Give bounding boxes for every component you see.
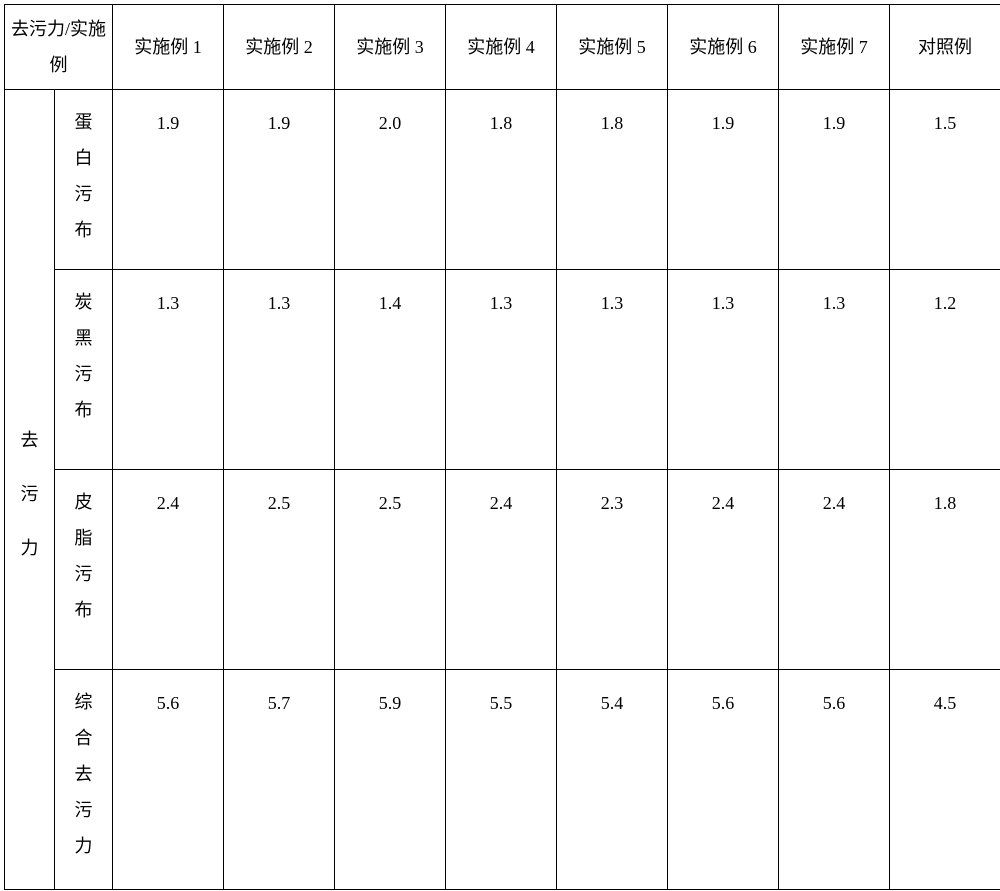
col-header: 实施例 1: [113, 5, 224, 90]
cell-value: 1.9: [823, 113, 846, 133]
table-cell: 1.9: [113, 90, 224, 270]
cell-value: 5.9: [379, 693, 402, 713]
cell-value: 1.9: [157, 113, 180, 133]
cell-value: 2.5: [268, 493, 291, 513]
cell-value: 1.9: [712, 113, 735, 133]
col-header-label: 实施例 1: [134, 37, 202, 57]
table-cell: 2.4: [779, 470, 890, 670]
col-header-label: 对照例: [918, 37, 972, 57]
table-cell: 2.4: [113, 470, 224, 670]
table-cell: 5.6: [668, 670, 779, 890]
cell-value: 2.4: [157, 493, 180, 513]
row-sub-label: 综合去污力: [75, 692, 93, 856]
cell-value: 2.4: [823, 493, 846, 513]
row-sub-header: 蛋白污布: [55, 90, 113, 270]
table-row: 炭黑污布 1.3 1.3 1.4 1.3 1.3 1.3 1.3 1.2: [5, 270, 1000, 470]
table-cell: 1.8: [557, 90, 668, 270]
col-header-label: 实施例 6: [689, 37, 757, 57]
col-header-label: 实施例 5: [578, 37, 646, 57]
cell-value: 1.3: [490, 293, 513, 313]
table-cell: 1.3: [446, 270, 557, 470]
row-group-label: 去污力: [21, 430, 39, 558]
table-container: 去污力/实施例 实施例 1 实施例 2 实施例 3 实施例 4 实施例 5 实施…: [0, 0, 1000, 891]
cell-value: 4.5: [934, 693, 957, 713]
cell-value: 2.4: [712, 493, 735, 513]
table-cell: 5.6: [779, 670, 890, 890]
cell-value: 2.0: [379, 113, 402, 133]
table-cell: 1.3: [224, 270, 335, 470]
cell-value: 1.4: [379, 293, 402, 313]
table-cell: 5.9: [335, 670, 446, 890]
col-header-label: 实施例 4: [467, 37, 535, 57]
table-cell: 1.9: [668, 90, 779, 270]
cell-value: 1.5: [934, 113, 957, 133]
table-cell: 1.5: [890, 90, 1000, 270]
row-sub-label: 蛋白污布: [75, 112, 93, 240]
table-row: 综合去污力 5.6 5.7 5.9 5.5 5.4 5.6 5.6 4.5: [5, 670, 1000, 890]
row-sub-header: 综合去污力: [55, 670, 113, 890]
table-cell: 1.2: [890, 270, 1000, 470]
corner-header: 去污力/实施例: [5, 5, 113, 90]
table-cell: 5.4: [557, 670, 668, 890]
cell-value: 1.3: [268, 293, 291, 313]
col-header: 实施例 5: [557, 5, 668, 90]
table-cell: 1.4: [335, 270, 446, 470]
col-header: 实施例 7: [779, 5, 890, 90]
table-cell: 2.5: [224, 470, 335, 670]
table-cell: 1.3: [113, 270, 224, 470]
table-row: 去污力 蛋白污布 1.9 1.9 2.0 1.8 1.8 1.9 1.9 1.5: [5, 90, 1000, 270]
table-cell: 5.6: [113, 670, 224, 890]
cell-value: 5.4: [601, 693, 624, 713]
table-cell: 2.4: [446, 470, 557, 670]
cell-value: 2.3: [601, 493, 624, 513]
col-header: 实施例 4: [446, 5, 557, 90]
row-sub-header: 炭黑污布: [55, 270, 113, 470]
col-header: 实施例 3: [335, 5, 446, 90]
table-cell: 5.7: [224, 670, 335, 890]
col-header: 实施例 2: [224, 5, 335, 90]
row-group-header: 去污力: [5, 90, 55, 890]
cell-value: 1.3: [823, 293, 846, 313]
table-cell: 1.3: [668, 270, 779, 470]
col-header: 实施例 6: [668, 5, 779, 90]
cell-value: 1.3: [157, 293, 180, 313]
cell-value: 1.3: [601, 293, 624, 313]
cell-value: 5.6: [157, 693, 180, 713]
detergency-table: 去污力/实施例 实施例 1 实施例 2 实施例 3 实施例 4 实施例 5 实施…: [4, 4, 1000, 890]
table-row: 皮脂污布 2.4 2.5 2.5 2.4 2.3 2.4 2.4 1.8: [5, 470, 1000, 670]
table-cell: 2.0: [335, 90, 446, 270]
row-sub-label: 炭黑污布: [75, 292, 93, 420]
table-cell: 2.3: [557, 470, 668, 670]
table-cell: 1.3: [557, 270, 668, 470]
row-sub-label: 皮脂污布: [75, 492, 93, 620]
cell-value: 2.4: [490, 493, 513, 513]
cell-value: 5.6: [712, 693, 735, 713]
cell-value: 1.3: [712, 293, 735, 313]
cell-value: 2.5: [379, 493, 402, 513]
col-header-label: 实施例 2: [245, 37, 313, 57]
table-cell: 1.8: [890, 470, 1000, 670]
row-sub-header: 皮脂污布: [55, 470, 113, 670]
cell-value: 1.8: [601, 113, 624, 133]
cell-value: 1.9: [268, 113, 291, 133]
table-cell: 5.5: [446, 670, 557, 890]
table-cell: 1.8: [446, 90, 557, 270]
cell-value: 5.7: [268, 693, 291, 713]
cell-value: 5.6: [823, 693, 846, 713]
table-cell: 1.3: [779, 270, 890, 470]
cell-value: 1.2: [934, 293, 957, 313]
table-cell: 1.9: [779, 90, 890, 270]
cell-value: 1.8: [490, 113, 513, 133]
cell-value: 5.5: [490, 693, 513, 713]
table-cell: 1.9: [224, 90, 335, 270]
table-cell: 2.4: [668, 470, 779, 670]
table-cell: 4.5: [890, 670, 1000, 890]
col-header-label: 实施例 3: [356, 37, 424, 57]
header-row: 去污力/实施例 实施例 1 实施例 2 实施例 3 实施例 4 实施例 5 实施…: [5, 5, 1000, 90]
table-cell: 2.5: [335, 470, 446, 670]
corner-label: 去污力/实施例: [11, 19, 106, 75]
col-header: 对照例: [890, 5, 1000, 90]
col-header-label: 实施例 7: [800, 37, 868, 57]
cell-value: 1.8: [934, 493, 957, 513]
